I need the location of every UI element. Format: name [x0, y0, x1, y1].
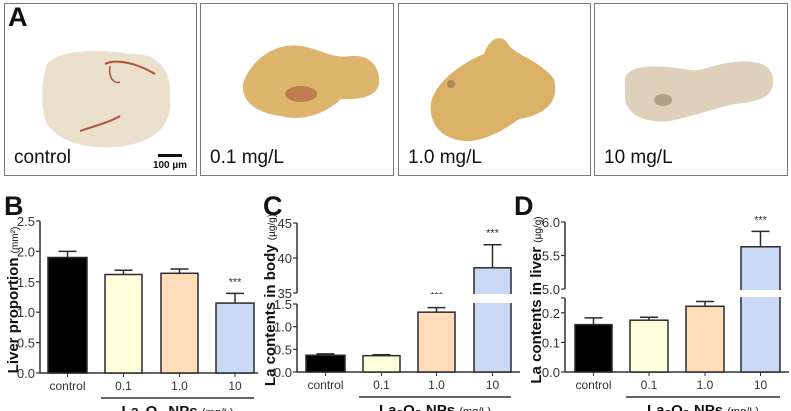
- x-axis-label: La₂O₃ NPs (mg/L): [379, 402, 491, 411]
- scale-bar: 100 µm: [151, 154, 189, 171]
- y-tick-label: 0.0: [274, 365, 292, 380]
- vessel-line: [104, 60, 156, 75]
- bar-C-0.1: [362, 354, 401, 373]
- x-tick-label: 1.0: [428, 378, 445, 392]
- vessel-line: [79, 115, 121, 132]
- y-tick-label: 1.0: [274, 320, 292, 335]
- bar-B-control: [47, 256, 88, 374]
- x-axis-label: La₂O₃ NPs (mg/L): [647, 402, 759, 411]
- y-tick-label: 1.5: [17, 275, 35, 290]
- y-axis-label: La contents in body (µg/g): [262, 214, 279, 386]
- y-tick-label: 2.5: [17, 214, 35, 229]
- bar-D-0.1: [629, 319, 669, 373]
- panel-letter-c: C: [263, 191, 283, 221]
- axis-break-gap: [567, 290, 791, 297]
- panel-letter-a: A: [8, 2, 28, 32]
- tissue-spot: [285, 86, 317, 102]
- bar-C-1.0: [417, 311, 456, 373]
- y-axis-label-unit: (mm²): [10, 227, 21, 254]
- y-axis-label-unit: (µg/g): [267, 214, 278, 240]
- y-axis-label-main: La contents in liver: [528, 243, 545, 384]
- tissue-image-1-0: [430, 38, 556, 142]
- bar-B-10: [215, 302, 255, 374]
- y-axis-label: Liver proportion (mm²): [5, 227, 22, 374]
- bar-C-control: [305, 354, 346, 373]
- significance-label: ***: [754, 214, 768, 226]
- bar-D-control: [574, 323, 613, 373]
- x-axis-label-main: La₂O₃ NPs: [121, 403, 201, 411]
- x-tick-label: control: [575, 378, 611, 392]
- scale-bar-label: 100 µm: [152, 160, 188, 171]
- photo-label-control: control: [14, 147, 72, 168]
- photo-label-0-1: 0.1 mg/L: [210, 147, 284, 168]
- x-tick-label: 1.0: [171, 379, 188, 393]
- bar-D-10: [740, 246, 781, 373]
- y-tick-label: 40: [278, 251, 292, 266]
- x-axis-label-unit: (mg/L): [202, 407, 234, 411]
- y-tick-label: 0.0: [542, 365, 560, 380]
- x-tick-label: 0.1: [641, 378, 658, 392]
- bar-C-10: [473, 267, 512, 373]
- photo-label-10: 10 mg/L: [604, 147, 673, 168]
- tissue-image-10: [624, 61, 774, 122]
- tissue-spot: [654, 94, 672, 106]
- y-tick-label: 5.5: [542, 249, 560, 264]
- y-tick-label: 35: [278, 286, 292, 301]
- y-tick-label: 1.5: [274, 297, 292, 312]
- axis-break-gap: [299, 294, 522, 303]
- y-tick-label: 6.0: [542, 215, 560, 230]
- x-tick-label: 0.1: [115, 379, 132, 393]
- y-axis-label-unit: (µg/g): [533, 216, 544, 242]
- x-tick-label: 10: [228, 379, 242, 393]
- y-tick-label: 45: [278, 216, 292, 231]
- x-tick-label: 0.1: [373, 378, 390, 392]
- tissue-spot: [447, 80, 455, 88]
- vessel-line: [108, 65, 121, 84]
- tissue-shape: [430, 38, 556, 142]
- photo-control: control 100 µm: [4, 3, 197, 176]
- y-axis-label: La contents in liver (µg/g): [528, 216, 545, 383]
- y-tick-label: 1.0: [17, 305, 35, 320]
- tissue-image-control: [42, 51, 171, 148]
- panel-letter-d: D: [514, 191, 534, 221]
- tissue-shape: [42, 51, 171, 148]
- y-tick-label: 0.5: [274, 342, 292, 357]
- bar-B-0.1: [104, 273, 143, 374]
- x-tick-label: 1.0: [697, 378, 714, 392]
- x-tick-label: 10: [486, 378, 500, 392]
- y-axis-label-main: La contents in body: [262, 240, 279, 386]
- photo-1-0: 1.0 mg/L: [398, 3, 591, 176]
- x-tick-label: 10: [754, 378, 768, 392]
- photo-0-1: 0.1 mg/L: [200, 3, 394, 176]
- significance-label: ***: [229, 276, 243, 288]
- y-tick-label: 0.5: [17, 336, 35, 351]
- y-tick-label: 0.0: [17, 366, 35, 381]
- tissue-shape: [242, 45, 380, 119]
- photo-label-1-0: 1.0 mg/L: [408, 147, 482, 168]
- x-axis-label-unit: (mg/L): [459, 406, 491, 411]
- photo-10: 10 mg/L: [594, 3, 788, 176]
- bar-D-1.0: [685, 305, 725, 373]
- tissue-image-0-1: [242, 45, 380, 119]
- y-tick-label: 2.0: [17, 244, 35, 259]
- y-tick-label: 0.2: [542, 306, 560, 321]
- x-axis-label-main: La₂O₃ NPs: [647, 402, 727, 411]
- x-tick-label: control: [307, 378, 343, 392]
- bar-B-1.0: [160, 272, 199, 374]
- x-axis-label: La₂O₃ NPs (mg/L): [121, 403, 233, 411]
- y-tick-label: 5.0: [542, 282, 560, 297]
- x-tick-label: control: [49, 379, 85, 393]
- y-axis-label-main: Liver proportion: [5, 253, 22, 373]
- y-tick-label: 0.1: [542, 335, 560, 350]
- significance-label: ***: [486, 228, 500, 240]
- panel-letter-b: B: [4, 191, 24, 221]
- scale-bar-line: [158, 154, 182, 157]
- tissue-shape: [624, 61, 774, 122]
- x-axis-label-main: La₂O₃ NPs: [379, 402, 459, 411]
- x-axis-label-unit: (mg/L): [727, 406, 759, 411]
